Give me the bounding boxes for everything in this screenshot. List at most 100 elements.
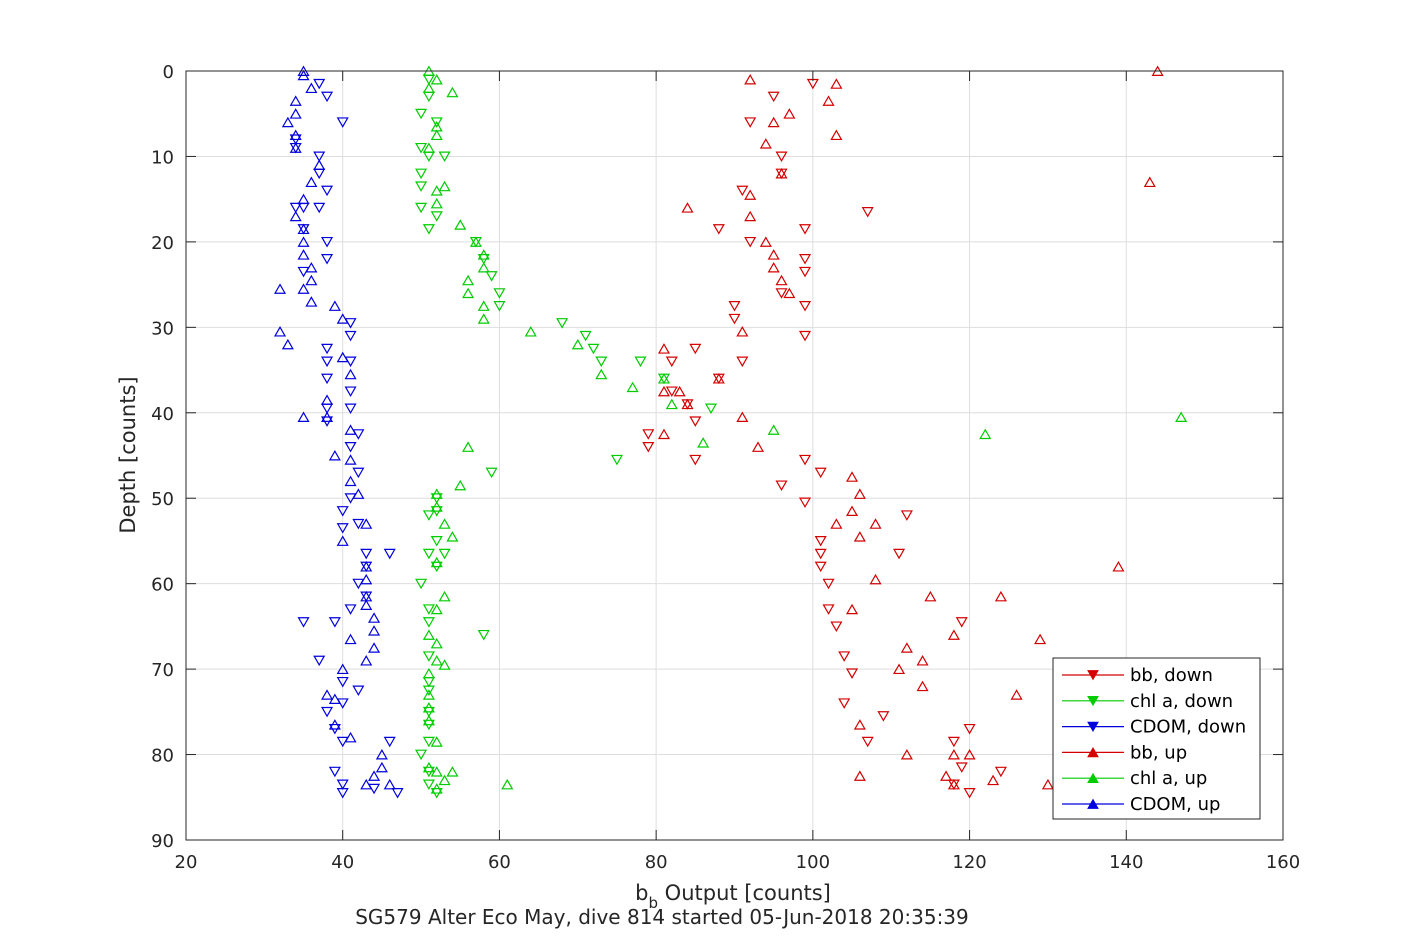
data-point [297,193,310,205]
data-point [344,731,357,743]
data-point [838,698,851,709]
data-point [665,398,678,410]
data-point [861,736,874,748]
data-point [916,655,929,666]
data-point [704,403,718,415]
data-point [422,736,435,748]
data-point [313,655,326,667]
data-point [281,116,294,128]
data-point [328,617,341,628]
data-point [313,159,326,170]
data-point [336,779,349,791]
data-point [1175,411,1188,422]
data-point [712,224,725,235]
data-point [642,442,655,453]
data-point [759,138,772,149]
data-point [744,236,757,248]
data-point [462,441,475,452]
data-point [430,637,443,649]
data-point [383,778,396,790]
data-point [328,449,341,461]
data-point [893,548,906,560]
legend-label: chl a, down [1130,691,1233,712]
data-point [430,501,443,512]
data-point [352,488,365,499]
data-point [446,86,459,98]
data-point [360,599,373,610]
data-point [900,642,913,653]
x-axis-label-subscript: b [648,894,658,912]
data-point [415,578,428,590]
data-point [321,411,334,422]
data-point [422,689,435,700]
data-point [689,454,702,466]
data-point [321,373,334,385]
axes: 20 40 60 80 100 120 140 160 0 10 20 30 40 50 60 70 80 90 [151,62,1300,873]
data-point [822,604,835,615]
y-tick-label: 80 [151,746,174,767]
data-point [344,386,357,397]
data-point [728,301,741,312]
data-point [610,454,624,466]
x-tick-label: 20 [175,852,198,873]
data-point [273,283,287,294]
data-point [845,668,859,679]
data-point [798,330,812,342]
data-point [454,479,467,491]
data-point [336,523,349,534]
data-point [900,749,913,760]
data-point [289,129,302,141]
data-point [626,381,639,393]
data-point [838,651,851,662]
data-point [336,535,349,546]
data-point [368,642,381,653]
data-point [477,261,490,273]
data-point [798,254,812,265]
chart-subtitle: SG579 Alter Eco May, dive 814 started 05… [355,905,969,929]
x-tick-label: 120 [952,852,986,873]
data-point [313,151,326,162]
data-point [830,621,843,632]
data-point [1010,689,1023,700]
data-point [798,497,812,509]
legend-marker [1087,695,1099,707]
data-point [422,604,435,615]
data-point [477,629,490,641]
data-point [689,343,702,355]
data-point [994,590,1007,602]
data-point [775,480,788,491]
data-point [798,224,812,235]
data-point [415,142,428,154]
data-point [297,249,310,260]
legend-marker [1087,670,1099,681]
data-point [845,505,859,516]
data-point [767,424,780,435]
data-point [462,287,475,299]
data-point [368,612,381,623]
y-tick-label: 40 [151,404,174,425]
data-point [321,91,334,103]
data-point [344,633,357,645]
y-tick-label: 10 [151,147,174,168]
data-point [321,394,334,405]
data-point [893,663,906,675]
y-tick-label: 90 [151,831,174,852]
legend-label: CDOM, up [1130,794,1220,815]
data-point [352,685,365,697]
data-point [798,266,812,278]
data-point [524,326,537,337]
data-point [595,356,608,368]
data-point [814,467,827,479]
y-tick-label: 60 [151,575,174,596]
data-point [297,617,310,628]
data-point [360,548,373,560]
data-point [289,108,302,119]
data-point [1112,561,1125,572]
data-point [273,326,287,337]
data-point [375,761,388,773]
data-point [305,261,318,273]
data-point [689,416,702,427]
data-point [321,689,334,700]
data-point [328,300,341,311]
data-point [994,766,1007,778]
